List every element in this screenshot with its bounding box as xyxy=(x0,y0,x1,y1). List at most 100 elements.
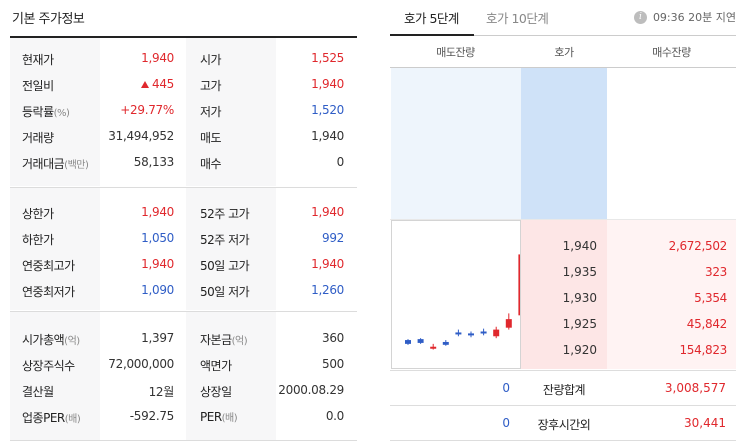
after-hours-buy-volume: 30,441 xyxy=(684,416,726,430)
after-hours-sell-volume: 0 xyxy=(502,416,510,430)
info-row: 등락률(%) +29.77% 저가 1,520 xyxy=(10,98,357,124)
info-label-text: 상장일 xyxy=(200,385,232,399)
info-label: 52주 고가 xyxy=(200,205,250,222)
candle-body xyxy=(493,329,500,337)
candle-body xyxy=(518,254,525,316)
bid-row[interactable]: 1,935 323 xyxy=(521,260,736,285)
divider xyxy=(390,370,736,371)
info-label: 상장일 xyxy=(200,383,232,400)
divider xyxy=(390,440,736,441)
info-value-text: 12월 xyxy=(148,385,175,399)
info-row: 하한가 1,050 52주 저가 992 xyxy=(10,226,357,252)
mini-candle-chart xyxy=(391,220,525,369)
info-value: 500 xyxy=(321,357,344,371)
bid-row[interactable]: 1,940 2,672,502 xyxy=(521,234,736,259)
bid-volume-area xyxy=(607,220,736,369)
total-buy-volume: 3,008,577 xyxy=(664,381,726,395)
info-row: 현재가 1,940 시가 1,525 xyxy=(10,46,357,72)
info-value: 1,940 xyxy=(311,257,344,271)
info-label: 거래대금(백만) xyxy=(22,155,89,172)
info-value: 1,940 xyxy=(311,77,344,91)
info-label-text: 상한가 xyxy=(22,207,54,221)
tab-orderbook-5[interactable]: 호가 5단계 xyxy=(404,11,459,26)
info-value: 1,940 xyxy=(100,51,174,65)
label-column-bg xyxy=(10,188,100,310)
total-label: 잔량합계 xyxy=(542,383,586,397)
bid-quantity: 2,672,502 xyxy=(668,239,728,253)
info-label: 50일 저가 xyxy=(200,283,250,300)
info-value-text: 72,000,000 xyxy=(108,357,174,371)
info-icon[interactable]: i xyxy=(633,10,647,24)
candle-body xyxy=(505,319,512,328)
info-row: 전일비 445 고가 1,940 xyxy=(10,72,357,98)
arrow-up-icon xyxy=(140,81,149,88)
divider xyxy=(10,440,357,441)
info-label-text: 매도 xyxy=(200,131,222,145)
label-column-bg xyxy=(10,312,100,440)
basic-info-title: 기본 주가정보 xyxy=(12,12,85,27)
candle-body xyxy=(430,346,437,349)
label-column-bg xyxy=(186,38,276,186)
company-info-group: 시가총액(억) 1,397 자본금(억) 360 상장주식수 72,000,000 액면가 5… xyxy=(10,312,357,440)
bid-row[interactable]: 1,930 5,354 xyxy=(521,286,736,311)
info-label: 자본금(억) xyxy=(200,331,248,348)
info-value: 360 xyxy=(321,331,344,345)
info-label: 시가총액(억) xyxy=(22,331,80,348)
label-column-bg xyxy=(10,38,100,186)
unit-label: (배) xyxy=(64,414,81,425)
info-label-text: 등락률 xyxy=(22,105,54,119)
info-value: 1,520 xyxy=(311,103,344,117)
info-label-text: PER xyxy=(200,410,222,424)
info-value: 1,397 xyxy=(100,331,174,345)
info-label: 업종PER(배) xyxy=(22,409,81,426)
column-header-price: 호가 xyxy=(554,46,574,59)
info-value-text: 445 xyxy=(151,77,174,91)
info-value: 0 xyxy=(336,155,345,169)
info-label: 50일 고가 xyxy=(200,257,250,274)
info-row: 상한가 1,940 52주 고가 1,940 xyxy=(10,200,357,226)
info-value: 0.0 xyxy=(325,409,344,423)
info-label: 하한가 xyxy=(22,231,54,248)
spread-divider xyxy=(390,219,736,220)
tab-orderbook-10[interactable]: 호가 10단계 xyxy=(486,11,549,26)
info-value-text: 1,940 xyxy=(141,205,174,219)
info-label-text: 상장주식수 xyxy=(22,359,75,373)
unit-label: (%) xyxy=(53,108,70,119)
info-value-text: 1,050 xyxy=(141,231,174,245)
info-label: 시가 xyxy=(200,51,222,68)
info-label-text: 전일비 xyxy=(22,79,54,93)
info-row: 거래대금(백만) 58,133 매수 0 xyxy=(10,150,357,176)
candle-body xyxy=(442,341,449,345)
basic-info-panel: 기본 주가정보 현재가 1,940 시가 1,525 전일비 445 고가 1,940 등락률(… xyxy=(0,0,357,446)
range-info-group: 상한가 1,940 52주 고가 1,940 하한가 1,050 52주 저가 992 연중최고… xyxy=(10,188,357,310)
info-value-text: -592.75 xyxy=(129,409,175,423)
info-label: 매수 xyxy=(200,155,222,172)
info-label: 상한가 xyxy=(22,205,54,222)
info-value-text: 58,133 xyxy=(133,155,175,169)
info-row: 업종PER(배) -592.75 PER (배) 0.0 xyxy=(10,404,357,430)
bid-row[interactable]: 1,920 154,823 xyxy=(521,338,736,363)
bid-row[interactable]: 1,925 45,842 xyxy=(521,312,736,337)
candle-body xyxy=(417,339,424,343)
info-row: 결산월 12월 상장일 2000.08.29 xyxy=(10,378,357,404)
info-value: 31,494,952 xyxy=(100,129,174,143)
bid-price-area xyxy=(521,220,607,369)
candle-body xyxy=(455,332,462,335)
candle-body xyxy=(480,331,487,334)
delay-text: 09:36 20분 지연 xyxy=(652,11,736,24)
bid-quantity: 45,842 xyxy=(686,317,728,331)
unit-label: (억) xyxy=(231,336,248,347)
info-label-text: 거래량 xyxy=(22,131,54,145)
after-hours-row: 0 장후시간외 30,441 xyxy=(390,408,736,438)
info-label: 결산월 xyxy=(22,383,54,400)
info-label-text: 매수 xyxy=(200,157,222,171)
bid-price: 1,925 xyxy=(562,317,597,331)
total-sell-volume: 0 xyxy=(502,381,510,395)
column-header-buy-volume: 매수잔량 xyxy=(652,46,691,59)
info-label-text: 하한가 xyxy=(22,233,54,247)
ask-volume-area xyxy=(391,68,521,219)
total-remaining-row: 0 잔량합계 3,008,577 xyxy=(390,373,736,403)
info-value: 12월 xyxy=(100,383,175,400)
info-label-text: 업종PER xyxy=(22,411,65,425)
mini-candle-svg xyxy=(405,254,525,350)
